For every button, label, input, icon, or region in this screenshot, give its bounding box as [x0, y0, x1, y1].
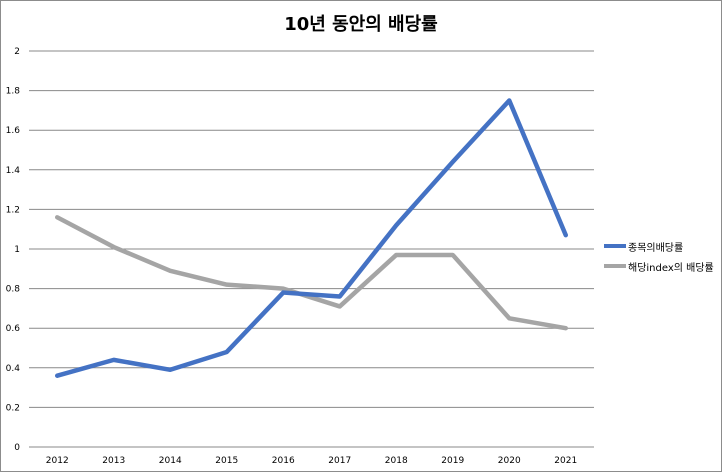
legend-label-stock: 종목의배당률 [628, 242, 684, 254]
x-tick-label: 2017 [328, 456, 351, 466]
x-tick-label: 2021 [554, 456, 577, 466]
chart-title: 10년 동안의 배당률 [284, 14, 438, 35]
y-axis-ticks: 0 0.2 0.4 0.6 0.8 1 1.2 1.4 1.6 1.8 2 [6, 47, 21, 453]
y-tick-label: 1.2 [6, 205, 20, 215]
y-tick-label: 0.8 [6, 285, 21, 295]
x-axis-ticks: 2012 2013 2014 2015 2016 2017 2018 2019 2020 2021 [46, 456, 577, 466]
series-line-1 [55, 215, 568, 331]
legend: 종목의배당률 해당index의 배당률 [604, 236, 714, 276]
x-tick-label: 2019 [441, 456, 464, 466]
y-tick-label: 1.6 [6, 126, 21, 136]
y-tick-label: 0.4 [6, 364, 21, 374]
x-tick-label: 2016 [272, 456, 295, 466]
x-tick-label: 2015 [215, 456, 238, 466]
legend-swatch-index [604, 264, 626, 268]
y-tick-label: 0 [14, 443, 20, 453]
y-tick-label: 1.4 [6, 166, 21, 176]
legend-swatch-stock [604, 244, 626, 248]
series-lines [55, 98, 568, 378]
y-tick-label: 1 [14, 245, 20, 255]
y-tick-label: 1.8 [6, 87, 21, 97]
legend-label-index: 해당index의 배당률 [628, 262, 714, 274]
x-tick-label: 2013 [102, 456, 125, 466]
x-tick-label: 2012 [46, 456, 69, 466]
y-tick-label: 2 [14, 47, 20, 57]
x-tick-label: 2018 [385, 456, 408, 466]
x-tick-label: 2014 [159, 456, 182, 466]
legend-item-index: 해당index의 배당률 [604, 256, 714, 276]
y-tick-label: 0.6 [6, 324, 21, 334]
legend-item-stock: 종목의배당률 [604, 236, 714, 256]
y-tick-label: 0.2 [6, 403, 20, 413]
series-line-0 [55, 98, 568, 378]
x-tick-label: 2020 [498, 456, 521, 466]
